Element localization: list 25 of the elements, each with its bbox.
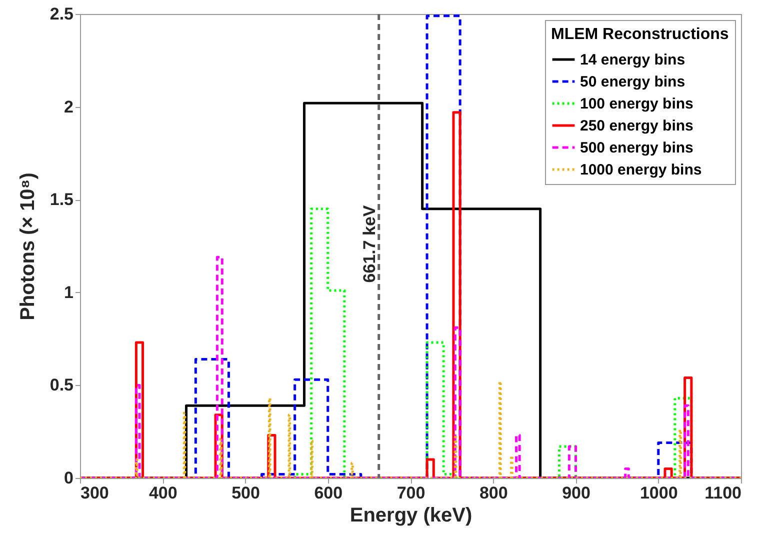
legend-label: 250 energy bins [580,118,694,134]
x-tick-label: 900 [562,484,590,502]
legend-label: 500 energy bins [580,140,694,156]
legend-label: 14 energy bins [580,52,686,68]
x-tick-label: 1000 [640,484,678,502]
x-tick-label: 1100 [704,484,742,502]
legend-label: 1000 energy bins [580,162,702,178]
y-tick-label: 0 [64,468,74,488]
y-axis-title: Photons (× 10⁸) [16,172,39,320]
y-tick-label: 1 [64,282,74,302]
x-tick-label: 500 [232,484,260,502]
x-tick-label: 800 [479,484,508,502]
x-tick-label: 700 [396,484,426,502]
legend-label: 50 energy bins [580,74,686,90]
legend-label: 100 energy bins [580,96,694,112]
x-tick-label: 300 [80,484,109,502]
y-tick-label: 2.5 [50,4,74,24]
y-tick-label: 1.5 [50,190,74,210]
ref-line-label: 661.7 keV [360,204,379,283]
y-tick-label: 0.5 [50,376,74,395]
legend-title: MLEM Reconstructions [551,26,729,43]
x-tick-label: 600 [314,484,343,502]
x-axis-title: Energy (keV) [350,504,472,526]
y-tick-label: 2 [64,97,74,116]
x-tick-label: 400 [148,484,178,502]
